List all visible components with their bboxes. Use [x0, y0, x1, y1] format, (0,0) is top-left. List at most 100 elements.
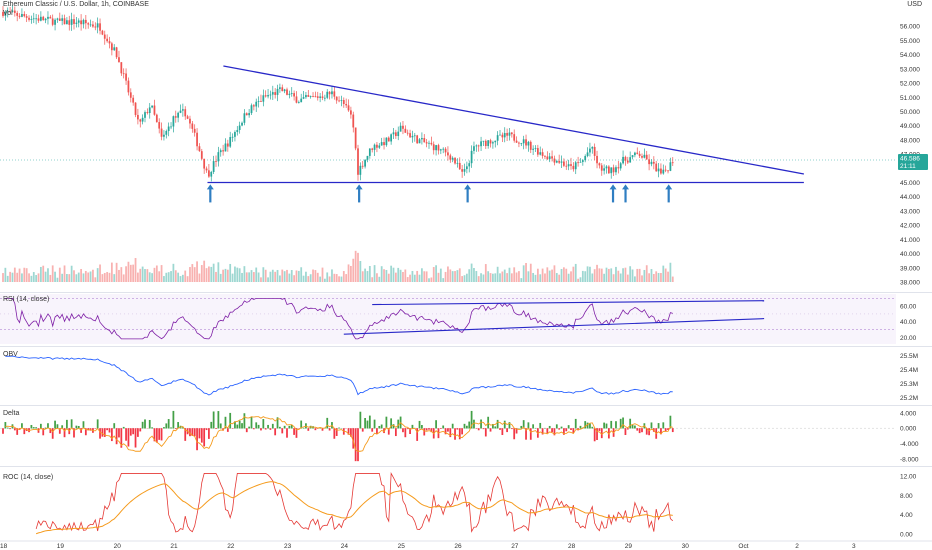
candle-body — [555, 160, 558, 163]
volume-bar — [250, 270, 253, 282]
candle-body — [113, 47, 116, 51]
delta-bar — [177, 422, 180, 429]
candle-body — [262, 95, 265, 102]
volume-bar — [236, 267, 239, 282]
volume-bar — [593, 269, 596, 282]
candle-body — [416, 135, 419, 144]
volume-bar — [520, 278, 523, 282]
candle-body — [39, 16, 42, 21]
candle-body — [129, 92, 132, 98]
volume-bar — [9, 271, 11, 282]
delta-bar — [32, 427, 35, 429]
delta-bar — [141, 421, 144, 429]
delta-bar — [42, 428, 45, 436]
last-price-badge — [898, 153, 928, 170]
candle-body — [366, 155, 369, 160]
volume-bar — [137, 272, 139, 282]
volume-bar — [66, 274, 68, 282]
candle-body — [108, 41, 111, 44]
volume-bar — [563, 267, 565, 282]
obv-tick-label: 25.3M — [900, 381, 918, 388]
roc-label: ROC (14, close) — [3, 474, 54, 481]
volume-bar — [463, 275, 466, 282]
candle-body — [49, 16, 52, 19]
candle-body — [586, 152, 589, 157]
delta-bar — [645, 428, 648, 435]
volume-bar — [626, 274, 629, 282]
candle-body — [127, 80, 130, 93]
candle-body — [321, 96, 324, 98]
volume-bar — [473, 267, 475, 282]
rsi-line — [5, 297, 673, 340]
volume-bar — [529, 263, 532, 282]
obv-tick-label: 25.5M — [900, 353, 918, 360]
candle-body — [487, 140, 490, 147]
pane-divider[interactable] — [0, 466, 932, 467]
candle-body — [612, 167, 615, 173]
candle-body — [475, 145, 478, 147]
delta-bar — [51, 428, 54, 439]
delta-bar — [158, 428, 161, 440]
volume-bar — [484, 264, 487, 282]
volume-bar — [447, 266, 449, 282]
delta-bar — [319, 427, 322, 429]
obv-label: OBV — [3, 351, 18, 358]
candle-body — [470, 150, 473, 164]
volume-bar — [295, 270, 298, 282]
volume-bar — [548, 270, 551, 282]
candle-body — [494, 140, 497, 143]
pane-divider[interactable] — [0, 346, 932, 347]
volume-bar — [409, 274, 411, 282]
candle-body — [11, 10, 14, 12]
pane-divider[interactable] — [0, 292, 932, 293]
delta-bar — [129, 428, 132, 436]
price-tick-label: 39.000 — [900, 265, 920, 272]
delta-bar — [243, 413, 246, 429]
volume-bar — [619, 273, 622, 282]
volume-bar — [347, 264, 350, 282]
volume-bar — [163, 276, 165, 282]
delta-bar — [219, 423, 222, 429]
volume-bar — [305, 271, 307, 282]
candle-body — [397, 131, 400, 137]
delta-bar — [148, 419, 151, 429]
candle-body — [302, 97, 305, 99]
delta-bar — [451, 423, 454, 429]
volume-bar — [634, 276, 636, 282]
candle-body — [513, 134, 516, 141]
volume-bar — [139, 268, 142, 282]
delta-bar — [425, 428, 428, 431]
candle-body — [165, 131, 168, 135]
delta-bar — [525, 428, 527, 440]
volume-bar — [252, 272, 255, 282]
candle-body — [236, 129, 239, 133]
volume-label: Vol — [3, 10, 13, 17]
delta-bar — [193, 428, 196, 437]
pane-divider[interactable] — [0, 405, 932, 406]
candle-body — [205, 168, 208, 171]
candle-body — [44, 18, 47, 21]
volume-bar — [605, 267, 608, 282]
roc-line — [35, 472, 674, 533]
candle-body — [342, 100, 345, 105]
volume-bar — [193, 267, 196, 282]
delta-bar — [416, 428, 419, 441]
volume-bar — [482, 274, 485, 282]
delta-bar — [248, 426, 251, 429]
candle-body — [565, 165, 568, 167]
delta-bar — [184, 428, 187, 441]
candle-body — [269, 94, 272, 96]
candle-body — [177, 112, 180, 118]
candle-body — [437, 145, 440, 151]
delta-bar — [13, 428, 16, 431]
volume-bar — [645, 265, 648, 282]
volume-bar — [262, 267, 265, 282]
delta-bar — [229, 412, 232, 429]
delta-bar — [189, 428, 191, 437]
delta-bar — [290, 424, 293, 429]
delta-bar — [404, 428, 407, 438]
candle-body — [527, 141, 530, 146]
volume-bar — [87, 272, 90, 282]
rsi-channel-upper — [372, 300, 765, 306]
